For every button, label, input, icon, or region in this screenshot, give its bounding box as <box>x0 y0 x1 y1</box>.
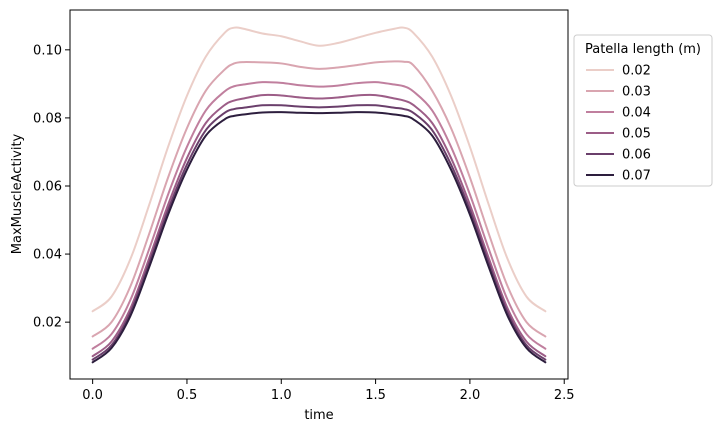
legend-label-0.06: 0.06 <box>622 148 651 163</box>
series-layer <box>91 26 547 364</box>
legend-label-0.03: 0.03 <box>622 85 651 100</box>
y-tick-label: 0.04 <box>33 248 62 263</box>
x-axis-label: time <box>304 408 333 423</box>
legend-items: 0.02 0.03 0.04 0.05 0.06 0.07 <box>586 64 651 184</box>
plot-frame <box>69 9 569 380</box>
y-axis: 0.02 0.04 0.06 0.08 0.10 <box>33 43 70 331</box>
legend: Patella length (m) 0.020.030.040.050.060… <box>573 34 713 187</box>
legend-label-0.07: 0.07 <box>622 169 651 184</box>
y-tick-label: 0.10 <box>33 43 62 58</box>
legend-box <box>573 34 713 187</box>
legend-label-0.05: 0.05 <box>622 127 651 142</box>
series-line-0.04 <box>91 81 547 350</box>
legend-label-0.04: 0.04 <box>622 106 651 121</box>
y-tick-label: 0.08 <box>33 111 62 126</box>
series-line-0.06 <box>91 104 547 361</box>
legend-label-0.02: 0.02 <box>622 64 651 79</box>
legend-title: Patella length (m) <box>585 42 701 57</box>
x-axis: 0.0 0.5 1.0 1.5 2.0 2.5 <box>82 379 575 403</box>
x-tick-label: 2.0 <box>460 388 481 403</box>
series-line-0.07 <box>91 111 547 364</box>
series-line-0.03 <box>91 60 547 338</box>
series-line-0.02 <box>91 26 547 313</box>
y-tick-label: 0.02 <box>33 316 62 331</box>
series-line-0.05 <box>91 93 547 358</box>
x-tick-label: 1.0 <box>271 388 292 403</box>
x-tick-label: 0.0 <box>82 388 103 403</box>
y-axis-label: MaxMuscleActivity <box>10 133 25 254</box>
y-tick-label: 0.06 <box>33 179 62 194</box>
x-tick-label: 0.5 <box>177 388 198 403</box>
x-tick-label: 2.5 <box>554 388 575 403</box>
x-tick-label: 1.5 <box>365 388 386 403</box>
